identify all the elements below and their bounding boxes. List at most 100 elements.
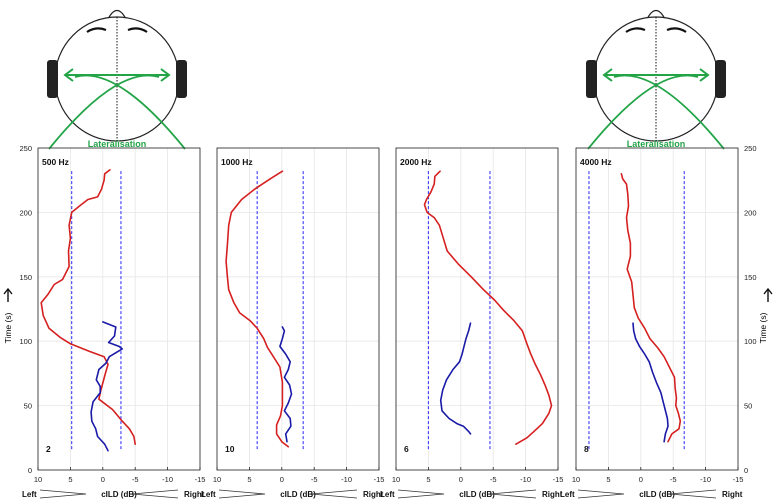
x-tick-label: 0	[101, 475, 105, 484]
y-tick-label: 100	[744, 337, 757, 346]
panel-frame	[216, 147, 380, 471]
x-tick-label: 0	[280, 475, 284, 484]
arrow-head	[763, 287, 773, 295]
x-axis-right-label: Right	[184, 490, 205, 499]
y-tick-label: 200	[19, 208, 32, 217]
eyebrow-left-icon	[86, 27, 107, 33]
left-wedge	[218, 489, 266, 499]
panel-title: 4000 Hz	[580, 157, 612, 167]
panel-title: 500 Hz	[42, 157, 69, 167]
x-tick-label: -10	[341, 475, 352, 484]
y-tick-label: 0	[744, 466, 748, 475]
subject-count: 6	[404, 444, 409, 454]
x-tick-label: 5	[247, 475, 251, 484]
left-wedge	[39, 489, 87, 499]
arrow-head-left	[63, 68, 74, 82]
x-tick-label: -15	[553, 475, 564, 484]
right-wedge	[131, 489, 179, 499]
x-tick-label: -15	[733, 475, 744, 484]
x-tick-label: 10	[213, 475, 221, 484]
y-axis-arrow-right	[763, 287, 773, 302]
y-tick-label: 50	[744, 402, 752, 411]
panel-2: 10 5 0 -5 -10 -15 2000 Hz 6 Left cILD (dB) Right	[380, 147, 564, 499]
red-trace	[40, 169, 136, 445]
arrow-head-right	[160, 68, 171, 82]
y-tick-label: 150	[744, 273, 757, 282]
x-axis-right-label: Right	[722, 490, 743, 499]
head-diagrams: Lateralisation Lateralisation	[47, 9, 726, 150]
arrow-head	[3, 287, 13, 295]
x-axis-left-label: Left	[560, 490, 575, 499]
x-tick-label: 10	[34, 475, 42, 484]
blue-trace	[439, 322, 472, 435]
x-tick-label: 0	[459, 475, 463, 484]
x-axis-left-label: Left	[201, 490, 216, 499]
x-axis-right-label: Right	[542, 490, 563, 499]
arrow-head-right	[699, 68, 710, 82]
x-tick-label: -10	[162, 475, 173, 484]
panel-frame	[37, 147, 201, 471]
right-wedge	[489, 489, 537, 499]
y-tick-label: 250	[19, 144, 32, 153]
right-wedge	[310, 489, 358, 499]
x-axis-left-label: Left	[22, 490, 37, 499]
x-tick-label: 0	[639, 475, 643, 484]
x-tick-label: -15	[195, 475, 206, 484]
panel-frame	[395, 147, 559, 471]
head-diagram: Lateralisation	[47, 9, 187, 150]
x-tick-label: 5	[606, 475, 610, 484]
lateralisation-curve	[74, 74, 186, 150]
x-tick-label: -5	[670, 475, 677, 484]
arrow-head-left	[602, 68, 613, 82]
x-tick-label: -5	[490, 475, 497, 484]
panel-title: 2000 Hz	[400, 157, 432, 167]
headphone-right-icon	[176, 60, 187, 98]
x-tick-label: -5	[311, 475, 318, 484]
x-axis-title: cILD (dB)	[101, 490, 137, 499]
panel-0: 10 5 0 -5 -10 -15 500 Hz 2 Left cILD (dB) Right	[22, 147, 206, 499]
chart-panels: 10 5 0 -5 -10 -15 500 Hz 2 Left cILD (dB) Right 10 5…	[22, 147, 744, 499]
x-tick-label: -10	[700, 475, 711, 484]
y-tick-label: 100	[19, 337, 32, 346]
x-axis-title: cILD (dB)	[459, 490, 495, 499]
left-wedge	[397, 489, 445, 499]
y-axis-title-left: Time (s)	[3, 312, 13, 343]
x-tick-label: -15	[374, 475, 385, 484]
lateralisation-curve	[613, 74, 725, 150]
x-tick-label: 5	[68, 475, 72, 484]
panel-frame	[575, 147, 739, 471]
eyebrow-right-icon	[127, 27, 148, 33]
right-wedge	[669, 489, 717, 499]
blue-trace	[279, 326, 293, 443]
y-axis-left: 0 50 100 150 200 250	[19, 144, 32, 475]
eyebrow-left-icon	[625, 27, 646, 33]
red-trace	[620, 173, 682, 443]
y-axis-right: 0 50 100 150 200 250	[744, 144, 757, 475]
headphone-right-icon	[715, 60, 726, 98]
subject-count: 2	[46, 444, 51, 454]
headphone-left-icon	[47, 60, 58, 98]
x-axis-right-label: Right	[363, 490, 384, 499]
panel-3: 10 5 0 -5 -10 -15 4000 Hz 8 Left cILD (dB) Right	[560, 147, 744, 499]
x-tick-label: 10	[572, 475, 580, 484]
red-trace	[225, 170, 290, 448]
x-tick-label: -5	[132, 475, 139, 484]
panel-1: 10 5 0 -5 -10 -15 1000 Hz 10 Left cILD (dB) Right	[201, 147, 385, 499]
x-tick-label: 5	[426, 475, 430, 484]
head-diagram: Lateralisation	[586, 9, 726, 150]
y-axis-title-right: Time (s)	[758, 312, 768, 343]
lateralisation-curve	[587, 74, 699, 150]
red-trace	[423, 170, 553, 445]
blue-trace	[632, 322, 669, 443]
y-tick-label: 150	[19, 273, 32, 282]
y-axis-arrow-left	[3, 287, 13, 302]
left-wedge	[577, 489, 625, 499]
panel-title: 1000 Hz	[221, 157, 253, 167]
y-tick-label: 250	[744, 144, 757, 153]
eyebrow-right-icon	[666, 27, 687, 33]
blue-trace	[90, 321, 123, 452]
headphone-left-icon	[586, 60, 597, 98]
y-tick-label: 200	[744, 208, 757, 217]
lateralisation-curve	[48, 74, 160, 150]
